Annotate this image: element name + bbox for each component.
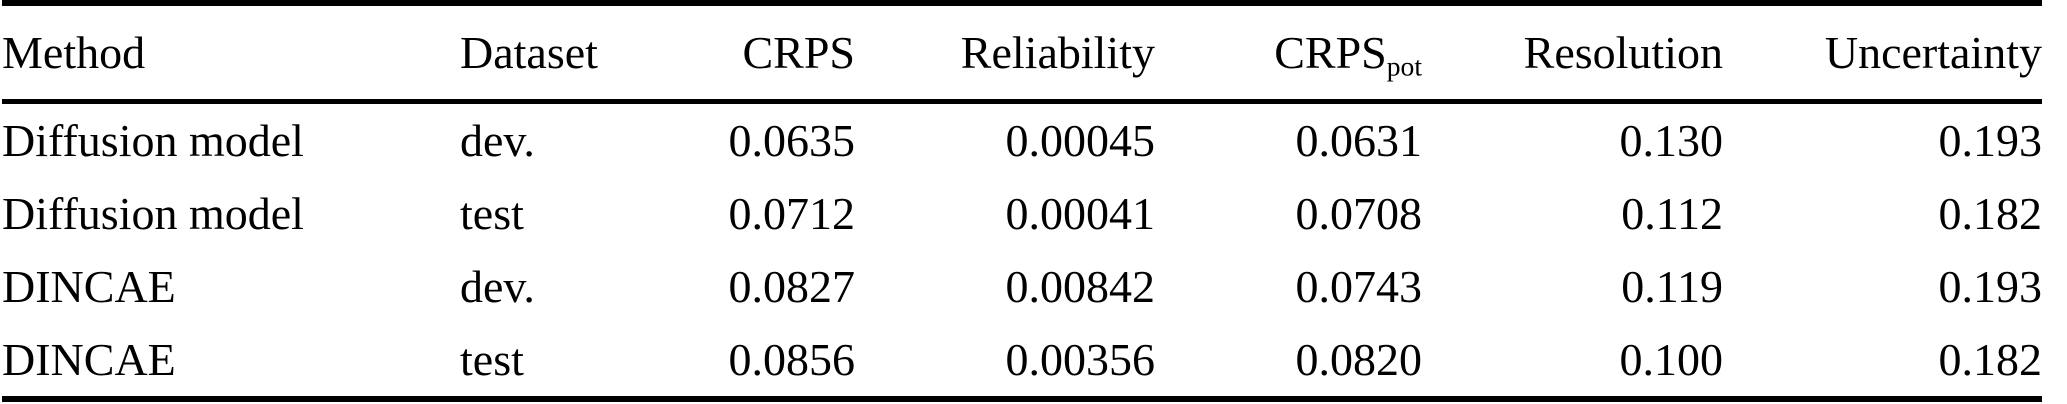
col-header-crps-pot-base: CRPS — [1274, 27, 1387, 78]
col-header-dataset: Dataset — [460, 27, 598, 78]
cell-crps-pot: 0.0820 — [1295, 334, 1423, 385]
cell-crps: 0.0856 — [728, 334, 856, 385]
cell-reliability: 0.00356 — [1005, 334, 1156, 385]
col-header-crps-pot: CRPSpot — [1155, 3, 1422, 102]
cell-uncertainty: 0.193 — [1938, 261, 2043, 312]
cell-method: DINCAE — [2, 261, 176, 312]
cell-method: Diffusion model — [2, 115, 304, 166]
cell-resolution: 0.112 — [1621, 188, 1723, 239]
cell-resolution: 0.119 — [1621, 261, 1723, 312]
cell-crps: 0.0712 — [728, 188, 856, 239]
cell-crps-pot: 0.0631 — [1295, 115, 1423, 166]
cell-dataset: dev. — [460, 261, 535, 312]
cell-uncertainty: 0.193 — [1938, 115, 2043, 166]
cell-crps-pot: 0.0743 — [1295, 261, 1423, 312]
col-header-reliability: Reliability — [960, 27, 1155, 78]
cell-method: DINCAE — [2, 334, 176, 385]
cell-dataset: dev. — [460, 115, 535, 166]
cell-method: Diffusion model — [2, 188, 304, 239]
table-body: Diffusion model dev. 0.0635 0.00045 0.06… — [2, 102, 2042, 400]
header-row: Method Dataset CRPS Reliability CRPSpot … — [2, 3, 2042, 102]
col-header-resolution: Resolution — [1523, 27, 1723, 78]
cell-dataset: test — [460, 334, 524, 385]
col-header-crps: CRPS — [742, 27, 855, 78]
table-row-diffusion-test: Diffusion model test 0.0712 0.00041 0.07… — [2, 177, 2042, 250]
cell-resolution: 0.100 — [1619, 334, 1724, 385]
col-header-method: Method — [2, 27, 146, 78]
table-row-dincae-test: DINCAE test 0.0856 0.00356 0.0820 0.100 … — [2, 323, 2042, 399]
cell-resolution: 0.130 — [1619, 115, 1724, 166]
cell-crps: 0.0827 — [728, 261, 856, 312]
cell-uncertainty: 0.182 — [1938, 334, 2043, 385]
table-row-diffusion-dev: Diffusion model dev. 0.0635 0.00045 0.06… — [2, 102, 2042, 178]
table-row-dincae-dev: DINCAE dev. 0.0827 0.00842 0.0743 0.119 … — [2, 250, 2042, 323]
cell-reliability: 0.00041 — [1005, 188, 1156, 239]
cell-reliability: 0.00045 — [1005, 115, 1156, 166]
cell-crps: 0.0635 — [728, 115, 856, 166]
cell-dataset: test — [460, 188, 524, 239]
cell-crps-pot: 0.0708 — [1295, 188, 1423, 239]
cell-uncertainty: 0.182 — [1938, 188, 2043, 239]
col-header-uncertainty: Uncertainty — [1824, 27, 2042, 78]
col-header-crps-pot-subscript: pot — [1386, 50, 1422, 82]
cell-reliability: 0.00842 — [1005, 261, 1156, 312]
table-header: Method Dataset CRPS Reliability CRPSpot … — [2, 3, 2042, 102]
